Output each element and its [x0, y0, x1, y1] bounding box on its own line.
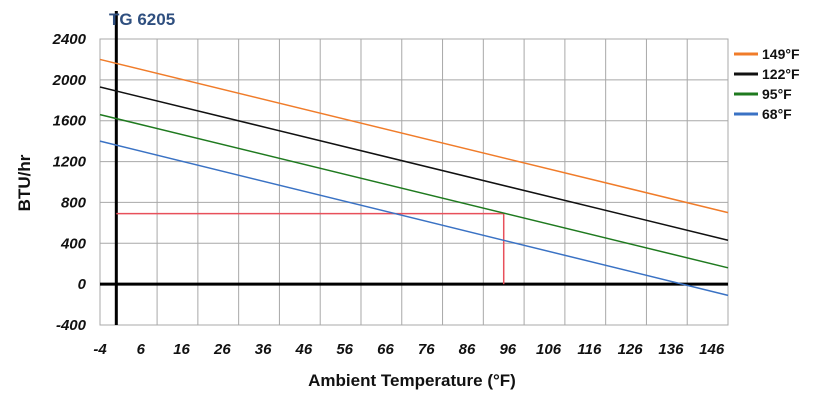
legend-label: 122°F	[762, 66, 800, 82]
legend-label: 149°F	[762, 46, 800, 62]
y-tick-label: 800	[61, 194, 87, 211]
x-tick-label: 56	[336, 341, 353, 358]
x-tick-label: 136	[658, 341, 684, 358]
x-tick-label: -4	[93, 341, 107, 358]
reference-lines	[100, 11, 728, 325]
x-tick-label: 76	[418, 341, 435, 358]
y-tick-label: 2400	[52, 31, 87, 48]
y-tick-label: 1200	[53, 154, 87, 171]
legend: 149°F 122°F 95°F 68°F	[734, 46, 800, 122]
x-tick-label: 126	[618, 341, 644, 358]
x-tick-label: 146	[699, 341, 725, 358]
y-axis-label: BTU/hr	[15, 154, 34, 211]
x-tick-label: 16	[173, 341, 190, 358]
x-tick-label: 46	[295, 341, 313, 358]
legend-label: 95°F	[762, 86, 792, 102]
y-tick-label: 0	[78, 276, 87, 293]
series-line-149F	[99, 58, 729, 214]
x-tick-label: 6	[137, 341, 146, 358]
tick-labels: -400 0 400 800 1200 1600 2000 2400 -4 6 16 26 36 46 56…	[52, 31, 725, 358]
series-line-95F	[99, 113, 729, 269]
plot-frame	[99, 38, 729, 326]
x-tick-label: 36	[255, 341, 272, 358]
x-tick-label: 66	[377, 341, 394, 358]
y-tick-label: 2000	[52, 72, 87, 89]
annotations	[116, 212, 505, 285]
chart-title: TG 6205	[109, 10, 175, 29]
y-tick-label: 1600	[53, 113, 87, 130]
x-tick-label: 106	[536, 341, 562, 358]
x-tick-label: 26	[213, 341, 231, 358]
x-tick-label: 116	[577, 341, 602, 358]
x-axis-label: Ambient Temperature (°F)	[308, 371, 516, 390]
legend-label: 68°F	[762, 106, 792, 122]
y-tick-label: 400	[60, 235, 87, 252]
x-tick-label: 86	[459, 341, 476, 358]
series-lines	[99, 58, 729, 297]
grid	[99, 38, 729, 326]
series-line-68F	[99, 140, 729, 297]
x-tick-label: 96	[499, 341, 516, 358]
series-line-122F	[99, 86, 729, 241]
y-tick-label: -400	[56, 317, 87, 334]
